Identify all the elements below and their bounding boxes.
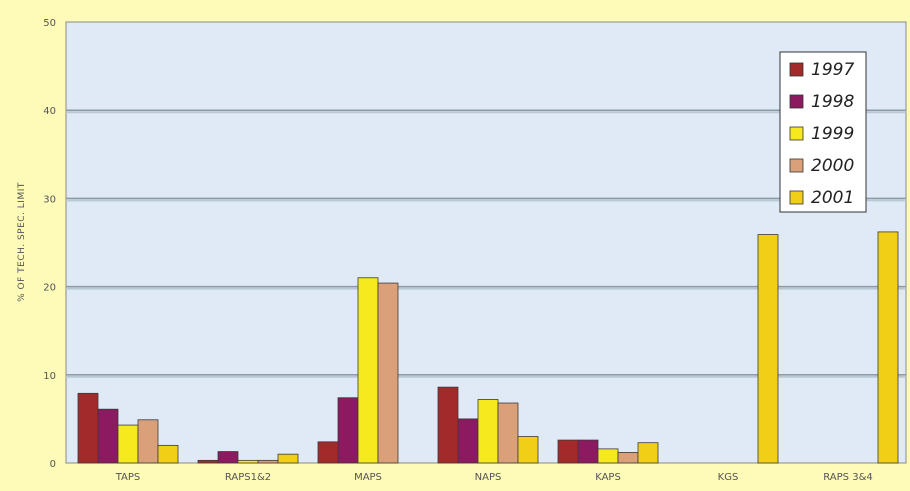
- bar-2001-kgs: [757, 234, 779, 464]
- y-tick-label: 40: [43, 106, 56, 117]
- x-category-label: MAPS: [354, 472, 382, 483]
- bar-2001-raps34: [877, 231, 899, 464]
- bar-1998-maps: [337, 397, 359, 464]
- legend: 1997 1998 1999 2000 2001: [779, 51, 867, 213]
- bar-2000-kaps: [617, 452, 639, 464]
- x-axis-categories: TAPS RAPS1&2 MAPS NAPS KAPS KGS RAPS 3&4: [115, 472, 873, 483]
- bar-2001-naps: [517, 436, 539, 464]
- x-category-label: KGS: [718, 472, 739, 483]
- y-axis-ticks: 0 10 20 30 40 50: [43, 18, 56, 470]
- legend-swatch: [789, 126, 804, 141]
- bar-1998-naps: [457, 418, 479, 464]
- bar-1997-kaps: [557, 439, 579, 464]
- legend-label: 1997: [811, 60, 854, 80]
- y-tick-label: 30: [43, 194, 56, 205]
- bar-2000-naps: [497, 402, 519, 464]
- bar-1998-kaps: [577, 439, 599, 464]
- y-tick-label: 20: [43, 283, 56, 294]
- legend-swatch: [789, 62, 804, 77]
- legend-swatch: [789, 190, 804, 205]
- bar-1997-naps: [437, 386, 459, 464]
- bar-1997-taps: [77, 392, 99, 464]
- legend-label: 1999: [811, 124, 854, 144]
- y-axis-label: % OF TECH. SPEC. LIMIT: [17, 182, 27, 302]
- bar-2001-taps: [157, 444, 179, 464]
- bar-1998-raps12: [217, 451, 239, 464]
- legend-label: 1998: [811, 92, 854, 112]
- x-category-label: TAPS: [115, 472, 141, 483]
- y-tick-label: 0: [50, 459, 56, 470]
- legend-label: 2000: [811, 156, 854, 176]
- bar-2001-raps12: [277, 453, 299, 464]
- bar-2000-maps: [377, 282, 399, 464]
- y-tick-label: 50: [43, 18, 56, 29]
- x-category-label: KAPS: [595, 472, 621, 483]
- legend-label: 2001: [811, 188, 854, 208]
- bar-2000-raps12: [257, 459, 279, 464]
- bar-1999-naps: [477, 399, 499, 464]
- legend-swatch: [789, 158, 804, 173]
- bar-1999-raps12: [237, 459, 259, 464]
- bar-1999-taps: [117, 424, 139, 464]
- bar-1997-maps: [317, 441, 339, 464]
- bars: [77, 231, 899, 464]
- bar-1999-maps: [357, 277, 379, 464]
- x-category-label: NAPS: [475, 472, 502, 483]
- y-tick-label: 10: [43, 371, 56, 382]
- x-category-label: RAPS1&2: [225, 472, 271, 483]
- bar-2001-kaps: [637, 442, 659, 464]
- x-category-label: RAPS 3&4: [823, 472, 872, 483]
- bar-2000-taps: [137, 419, 159, 464]
- legend-swatch: [789, 94, 804, 109]
- bar-1997-raps12: [197, 459, 219, 464]
- bar-1998-taps: [97, 408, 119, 464]
- bar-1999-kaps: [597, 448, 619, 464]
